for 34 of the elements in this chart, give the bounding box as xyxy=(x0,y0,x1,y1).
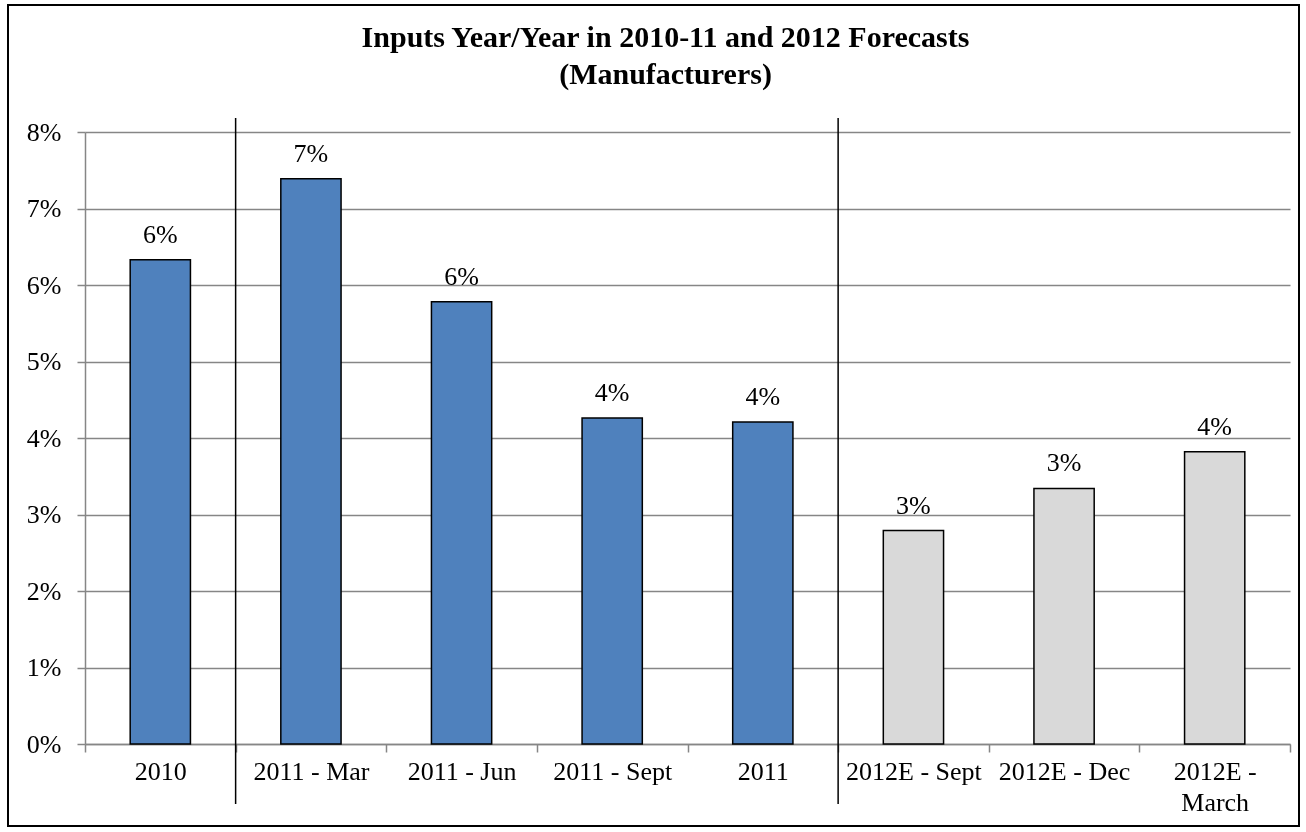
bar xyxy=(280,177,342,745)
x-tick-label: 2011 xyxy=(737,756,789,786)
x-tick-label: 2012E - Dec xyxy=(998,756,1131,786)
x-tick-label: 2011 - Sept xyxy=(553,756,673,786)
y-tick-label: 0% xyxy=(26,729,62,759)
bar xyxy=(731,421,794,745)
data-label: 6% xyxy=(444,261,479,291)
bar xyxy=(581,417,644,745)
x-tick-label: 2012E - March xyxy=(1173,756,1257,817)
x-tick-label: 2010 xyxy=(134,756,187,786)
y-tick-label: 5% xyxy=(26,347,62,376)
bar xyxy=(882,529,945,745)
data-label: 3% xyxy=(1046,448,1082,478)
bar xyxy=(430,301,493,745)
x-tick-label: 2011 - Jun xyxy=(407,756,517,786)
bar xyxy=(1183,451,1246,745)
chart-title: Inputs Year/Year in 2010-11 and 2012 Forecasts (Manufacturers) xyxy=(361,20,970,92)
bar xyxy=(1033,487,1095,745)
y-tick-label: 3% xyxy=(26,500,62,529)
y-tick-label: 7% xyxy=(26,194,62,223)
y-tick-label: 4% xyxy=(26,423,62,453)
y-tick-label: 8% xyxy=(26,117,62,147)
y-tick-label: 2% xyxy=(26,576,62,606)
data-label: 6% xyxy=(142,219,178,249)
data-label: 7% xyxy=(293,138,329,168)
bar xyxy=(129,259,192,745)
data-label: 4% xyxy=(1197,411,1233,441)
x-tick-label: 2011 - Mar xyxy=(253,756,370,786)
data-label: 4% xyxy=(745,381,781,411)
x-tick-label: 2012E - Sept xyxy=(846,756,983,786)
y-tick-label: 1% xyxy=(26,653,62,682)
data-label: 4% xyxy=(594,378,630,408)
y-tick-label: 6% xyxy=(26,270,62,300)
data-label: 3% xyxy=(896,490,931,520)
